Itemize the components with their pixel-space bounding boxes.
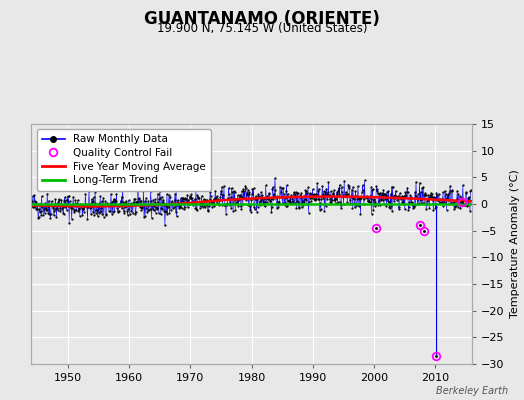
Text: 19.900 N, 75.145 W (United States): 19.900 N, 75.145 W (United States) — [157, 22, 367, 35]
Text: Berkeley Earth: Berkeley Earth — [436, 386, 508, 396]
Y-axis label: Temperature Anomaly (°C): Temperature Anomaly (°C) — [510, 170, 520, 318]
Legend: Raw Monthly Data, Quality Control Fail, Five Year Moving Average, Long-Term Tren: Raw Monthly Data, Quality Control Fail, … — [37, 129, 211, 190]
Text: GUANTANAMO (ORIENTE): GUANTANAMO (ORIENTE) — [144, 10, 380, 28]
